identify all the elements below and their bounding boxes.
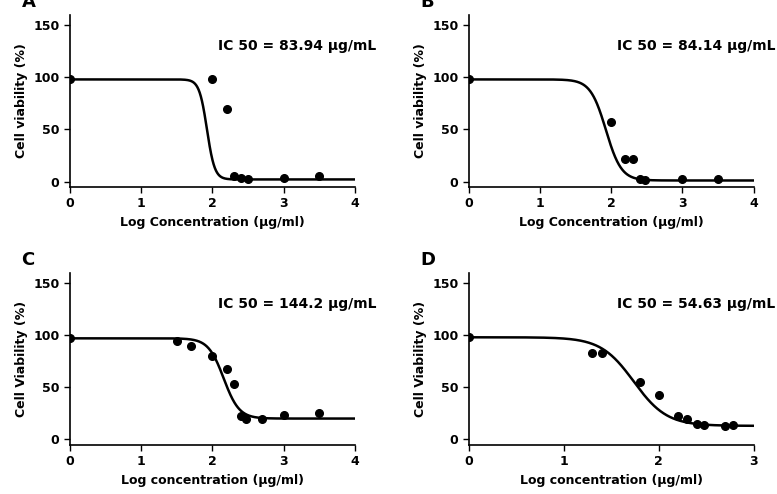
Text: IC 50 = 83.94 μg/mL: IC 50 = 83.94 μg/mL	[218, 39, 376, 53]
Text: IC 50 = 54.63 μg/mL: IC 50 = 54.63 μg/mL	[617, 296, 775, 311]
Text: C: C	[22, 251, 35, 269]
X-axis label: Log Concentration (μg/ml): Log Concentration (μg/ml)	[519, 216, 704, 229]
X-axis label: Log Concentration (μg/ml): Log Concentration (μg/ml)	[120, 216, 305, 229]
Y-axis label: Cell Viability (%): Cell Viability (%)	[15, 300, 28, 417]
X-axis label: Log concentration (μg/ml): Log concentration (μg/ml)	[520, 474, 702, 487]
Text: A: A	[22, 0, 36, 11]
Text: IC 50 = 144.2 μg/mL: IC 50 = 144.2 μg/mL	[218, 296, 377, 311]
Y-axis label: Cell Viability (%): Cell Viability (%)	[413, 300, 427, 417]
Text: D: D	[420, 251, 435, 269]
Text: IC 50 = 84.14 μg/mL: IC 50 = 84.14 μg/mL	[617, 39, 775, 53]
Y-axis label: Cell viability (%): Cell viability (%)	[15, 43, 28, 158]
Y-axis label: Cell viability (%): Cell viability (%)	[413, 43, 427, 158]
Text: B: B	[420, 0, 434, 11]
X-axis label: Log concentration (μg/ml): Log concentration (μg/ml)	[121, 474, 304, 487]
